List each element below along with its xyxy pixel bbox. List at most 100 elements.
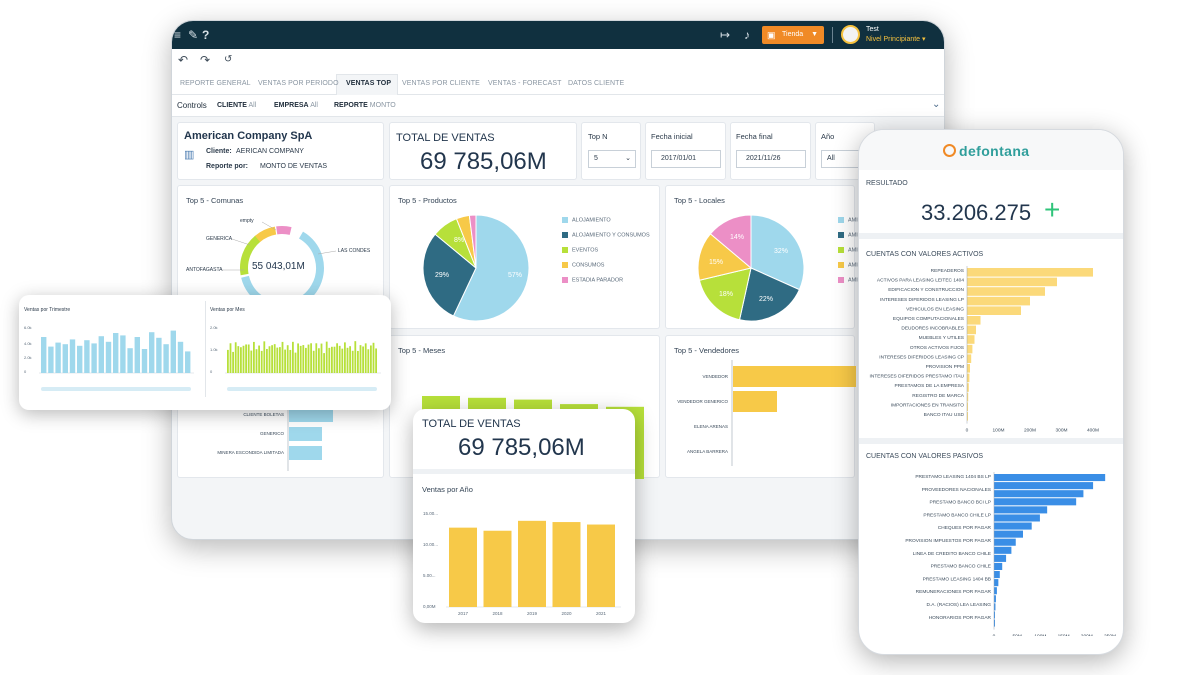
legend-item[interactable]: AMI [838, 217, 858, 223]
chevron-down-icon[interactable]: ⌄ [932, 99, 941, 110]
menu-icon[interactable]: ≡ [174, 28, 182, 42]
undo-toolbar: ↶ ↷ ↺ [172, 49, 944, 71]
topn-label: Top N [588, 132, 608, 141]
legend-item[interactable]: AMI [838, 232, 858, 238]
legend-item[interactable]: AMI [838, 247, 858, 253]
pie-label: 8% [454, 237, 464, 244]
logout-icon[interactable]: ↦ [720, 28, 731, 42]
reporte-filter[interactable]: REPORTE MONTO [334, 102, 396, 109]
legend-item[interactable]: CONSUMOS [562, 262, 604, 268]
help-icon[interactable]: ? [202, 28, 210, 42]
y-tick: 0 [24, 369, 27, 374]
activos-bar-chart: REPEADEROS ACTIVOS PARA LEASING LEITEC 14… [870, 266, 1099, 434]
vendedor-label: VENDEDOR [702, 374, 728, 379]
tab-reporte-general[interactable]: REPORTE GENERAL [180, 80, 251, 87]
cliente-value: AERICAN COMPANY [236, 148, 304, 155]
topn-select[interactable]: 5 ⌄ [588, 150, 636, 168]
y-tick: 10.00... [423, 542, 438, 547]
bar-label: D.A. (RACIOS) LEA LEASING [926, 602, 991, 608]
scrollbar[interactable] [227, 387, 377, 391]
mes-bar [260, 350, 263, 373]
mes-bar [349, 346, 351, 373]
trimestre-bar [48, 346, 54, 373]
legend-item[interactable]: ESTADIA PARADOR [562, 277, 623, 283]
vendedores-bar-chart: VENDEDOR VENDEDOR GENERICO ELENA ARENAS … [677, 360, 856, 466]
legend-item[interactable]: ALOJAMIENTO [562, 217, 611, 223]
mes-bar [341, 348, 344, 373]
trimestre-bar [127, 348, 133, 373]
pie-slice [697, 233, 753, 281]
account-bar [994, 546, 1012, 554]
bar-label: PRESTAMO BANCO BCI LP [930, 500, 991, 506]
tab-datos-cliente[interactable]: DATOS CLIENTE [568, 80, 625, 87]
mes-bar [320, 343, 323, 373]
pie-slice [709, 214, 752, 270]
legend-label: AMI [848, 217, 858, 224]
pie-label: 22% [759, 296, 773, 303]
redo-icon[interactable]: ↷ [200, 53, 211, 67]
company-name: American Company SpA [184, 130, 313, 142]
scrollbar[interactable] [41, 387, 191, 391]
pie-label: 29% [435, 272, 449, 279]
x-tick: 100M [1034, 634, 1046, 636]
legend-item[interactable]: ALOJAMIENTO Y CONSUMOS [562, 232, 650, 238]
tab-ventas-por-cliente[interactable]: VENTAS POR CLIENTE [402, 80, 480, 87]
tab-ventas-top[interactable]: VENTAS TOP [346, 80, 392, 87]
trimestre-bar [163, 344, 169, 373]
account-bar [967, 287, 1045, 296]
user-level[interactable]: Nivel Principiante ▾ [866, 36, 926, 43]
total-ventas-anio-card: TOTAL DE VENTAS 69 785,06M Ventas por Añ… [413, 409, 635, 623]
mes-bar [312, 350, 315, 373]
pie-label: 15% [709, 259, 723, 266]
bell-icon[interactable]: ♪ [744, 28, 750, 42]
legend-item[interactable]: AMI [838, 262, 858, 268]
mes-bar [307, 344, 310, 373]
bar-label: OTROS ACTIVOS FIJOS [910, 345, 964, 351]
legend-item[interactable]: EVENTOS [562, 247, 598, 253]
fecha-inicial-input[interactable]: 2017/01/01 [651, 150, 721, 168]
pasivos-title: CUENTAS CON VALORES PASIVOS [866, 453, 984, 460]
x-tick: 400M [1087, 428, 1099, 434]
trimestre-bar [185, 351, 191, 373]
bar-label: INTERESES DIFERIDOS LEASING LP [880, 297, 964, 303]
activos-title: CUENTAS CON VALORES ACTIVOS [866, 251, 984, 258]
fecha-final-input[interactable]: 2021/11/26 [736, 150, 806, 168]
divider [859, 233, 1123, 239]
avatar[interactable] [841, 25, 860, 44]
account-bar [994, 579, 999, 587]
plus-icon[interactable]: + [1044, 194, 1061, 225]
total-title: TOTAL DE VENTAS [396, 132, 495, 144]
mes-bar [346, 347, 349, 373]
mes-bar [331, 346, 333, 373]
donut-segment-empty [240, 226, 324, 310]
trimestre-bar [149, 332, 155, 373]
x-tick: 250M [1104, 634, 1116, 636]
mes-bar [364, 343, 367, 373]
vendedor-label: ELENA ARENAS [694, 424, 728, 429]
fecha-inicial-label: Fecha inicial [651, 132, 693, 141]
anio-label: Año [821, 132, 835, 141]
pin-icon[interactable]: ✎ [188, 28, 199, 42]
legend-item[interactable]: AMI [838, 277, 858, 283]
store-button[interactable]: ▣ Tienda ▼ [762, 26, 824, 44]
account-bar [994, 562, 1003, 571]
mes-bar [325, 341, 328, 373]
pie-label: 32% [774, 248, 788, 255]
mes-bar [273, 344, 276, 373]
empresa-filter[interactable]: EMPRESA All [274, 102, 318, 109]
tab-ventas-forecast[interactable]: VENTAS - FORECAST [488, 80, 562, 87]
cliente-filter[interactable]: CLIENTE All [217, 102, 257, 109]
pie-label: 18% [719, 291, 733, 298]
undo-icon[interactable]: ↶ [178, 53, 189, 67]
mes-bar [357, 350, 359, 373]
brand-logo-icon [943, 144, 956, 157]
productos-card: Top 5 - Productos 57% 29% 8% ALOJAMIENTO… [389, 185, 660, 329]
mes-bar [354, 341, 357, 373]
bar-label: PRESTAMOS DE LA EMPRESA [895, 383, 965, 389]
revert-icon[interactable]: ↺ [224, 54, 233, 65]
x-tick: 50M [1013, 634, 1022, 636]
mes-bar [297, 343, 299, 373]
mes-bar [372, 342, 375, 373]
tab-ventas-por-periodo[interactable]: VENTAS POR PERIODO [258, 80, 339, 87]
vendedores-card: Top 5 - Vendedores VENDEDOR VENDEDOR GEN… [665, 335, 856, 478]
